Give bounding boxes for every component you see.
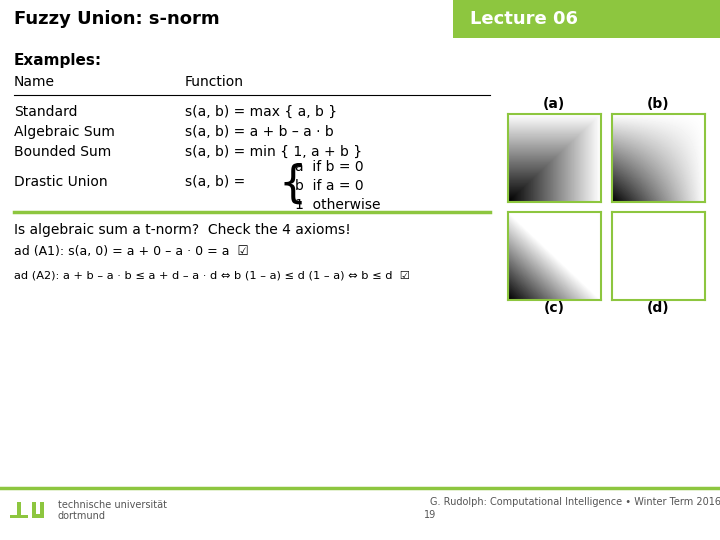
Text: a  if b = 0: a if b = 0 [295, 160, 364, 174]
Text: s(a, b) = a + b – a · b: s(a, b) = a + b – a · b [185, 125, 334, 139]
Text: Function: Function [185, 75, 244, 89]
Text: (a): (a) [543, 97, 565, 111]
Text: s(a, b) = max { a, b }: s(a, b) = max { a, b } [185, 105, 337, 119]
Text: 1  otherwise: 1 otherwise [295, 198, 380, 212]
Bar [0, 0, 720, 38]
Text: Is algebraic sum a t-norm?  Check the 4 axioms!: Is algebraic sum a t-norm? Check the 4 a… [14, 223, 351, 237]
Text: s(a, b) =: s(a, b) = [185, 175, 246, 189]
Bar [17, 502, 21, 518]
Text: dortmund: dortmund [58, 511, 106, 521]
Text: b  if a = 0: b if a = 0 [295, 179, 364, 193]
Text: Name: Name [14, 75, 55, 89]
Text: Lecture 06: Lecture 06 [470, 10, 578, 28]
Text: technische universität: technische universität [58, 500, 167, 510]
Bar [10, 515, 28, 518]
Text: ad (A1): s(a, 0) = a + 0 – a · 0 = a  ☑: ad (A1): s(a, 0) = a + 0 – a · 0 = a ☑ [14, 246, 248, 259]
Bar [32, 502, 35, 514]
Text: ad (A2): a + b – a · b ≤ a + d – a · d ⇔ b (1 – a) ≤ d (1 – a) ⇔ b ≤ d  ☑: ad (A2): a + b – a · b ≤ a + d – a · d ⇔… [14, 270, 410, 280]
Text: (d): (d) [647, 301, 670, 315]
Text: G. Rudolph: Computational Intelligence • Winter Term 2016/17: G. Rudolph: Computational Intelligence •… [430, 497, 720, 507]
Text: s(a, b) = min { 1, a + b }: s(a, b) = min { 1, a + b } [185, 145, 362, 159]
Text: Bounded Sum: Bounded Sum [14, 145, 112, 159]
Text: Fuzzy Union: s-norm: Fuzzy Union: s-norm [14, 10, 220, 28]
Bar [0, 0, 453, 38]
Text: (b): (b) [647, 97, 670, 111]
Text: ad (A3): ☑: ad (A3): ☑ [618, 246, 683, 259]
Text: 19: 19 [424, 510, 436, 520]
Bar [40, 502, 43, 514]
Text: ad (A4): ☑: ad (A4): ☑ [618, 268, 683, 281]
Text: Algebraic Sum: Algebraic Sum [14, 125, 115, 139]
Text: Standard: Standard [14, 105, 78, 119]
Bar [32, 514, 44, 518]
Text: {: { [278, 163, 306, 206]
Text: Drastic Union: Drastic Union [14, 175, 107, 189]
Text: Examples:: Examples: [14, 52, 102, 68]
Text: (c): (c) [544, 301, 564, 315]
